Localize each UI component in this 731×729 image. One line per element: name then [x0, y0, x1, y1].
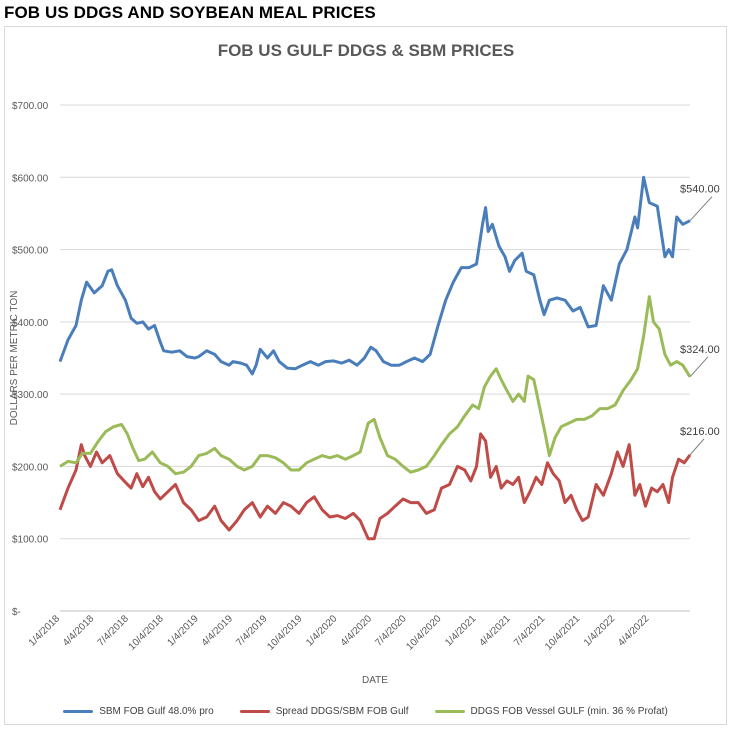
series-line [59, 295, 692, 476]
y-tick-label: $400.00 [12, 318, 49, 329]
x-tick-label: 7/4/2020 [373, 613, 409, 649]
x-tick-label: 1/4/2020 [304, 613, 340, 649]
callout-leader [689, 438, 705, 456]
end-value-callouts: $540.00 $216.00 $324.00 [680, 184, 720, 456]
chart-frame [4, 26, 727, 725]
series-line [58, 432, 692, 541]
end-value-label: $324.00 [680, 344, 720, 356]
x-tick-label: 4/4/2019 [200, 613, 236, 649]
end-value-label: $216.00 [680, 426, 720, 438]
x-tick-label: 1/4/2022 [582, 613, 618, 649]
y-axis-title: DOLLARS PER METRIC TON [9, 291, 20, 426]
x-tick-label: 10/4/2021 [543, 613, 583, 653]
y-tick-label: $300.00 [12, 390, 49, 401]
legend-swatch [239, 709, 270, 713]
callout-leader [689, 196, 713, 221]
legend-label: SBM FOB Gulf 48.0% pro [99, 705, 214, 717]
y-axis-tick-labels: $- $100.00 $200.00 $300.00 $400.00 $500.00 $60… [12, 101, 49, 618]
legend-item: Spread DDGS/SBM FOB Gulf [239, 701, 409, 721]
y-tick-label: $200.00 [12, 462, 49, 473]
y-tick-label: $- [12, 607, 21, 618]
legend-swatch [63, 709, 94, 713]
x-tick-label: 4/4/2022 [616, 613, 652, 649]
end-value-label: $540.00 [680, 184, 720, 196]
legend-item: SBM FOB Gulf 48.0% pro [63, 701, 214, 721]
legend-item: DDGS FOB Vessel GULF (min. 36 % Profat) [434, 701, 668, 721]
page-heading: FOB US DDGS AND SOYBEAN MEAL PRICES [4, 3, 376, 22]
x-tick-label: 7/4/2021 [512, 613, 548, 649]
series-lines [58, 175, 692, 541]
x-tick-label: 4/4/2020 [339, 613, 375, 649]
legend-label: Spread DDGS/SBM FOB Gulf [275, 705, 409, 717]
y-tick-label: $700.00 [12, 101, 49, 112]
series-line [58, 175, 691, 376]
x-tick-label: 7/4/2018 [96, 613, 132, 649]
y-tick-label: $500.00 [12, 246, 49, 257]
callout-leader [689, 356, 709, 378]
x-tick-label: 4/4/2018 [61, 613, 97, 649]
chart-legend: SBM FOB Gulf 48.0% pro Spread DDGS/SBM FO… [0, 701, 731, 721]
chart-title: FOB US GULF DDGS & SBM PRICES [218, 41, 515, 60]
x-tick-label: 7/4/2019 [234, 613, 270, 649]
x-tick-label: 10/4/2018 [127, 613, 167, 653]
x-tick-label: 10/4/2019 [265, 613, 305, 653]
x-axis-title: DATE [362, 675, 388, 686]
legend-swatch [434, 709, 465, 713]
x-tick-label: 1/4/2019 [166, 613, 202, 649]
x-tick-label: 1/4/2018 [27, 613, 63, 649]
x-tick-label: 1/4/2021 [443, 613, 479, 649]
legend-label: DDGS FOB Vessel GULF (min. 36 % Profat) [470, 705, 668, 717]
y-tick-label: $600.00 [12, 173, 49, 184]
y-tick-label: $100.00 [12, 535, 49, 546]
x-tick-label: 10/4/2020 [404, 613, 444, 653]
x-tick-label: 4/4/2021 [477, 613, 513, 649]
